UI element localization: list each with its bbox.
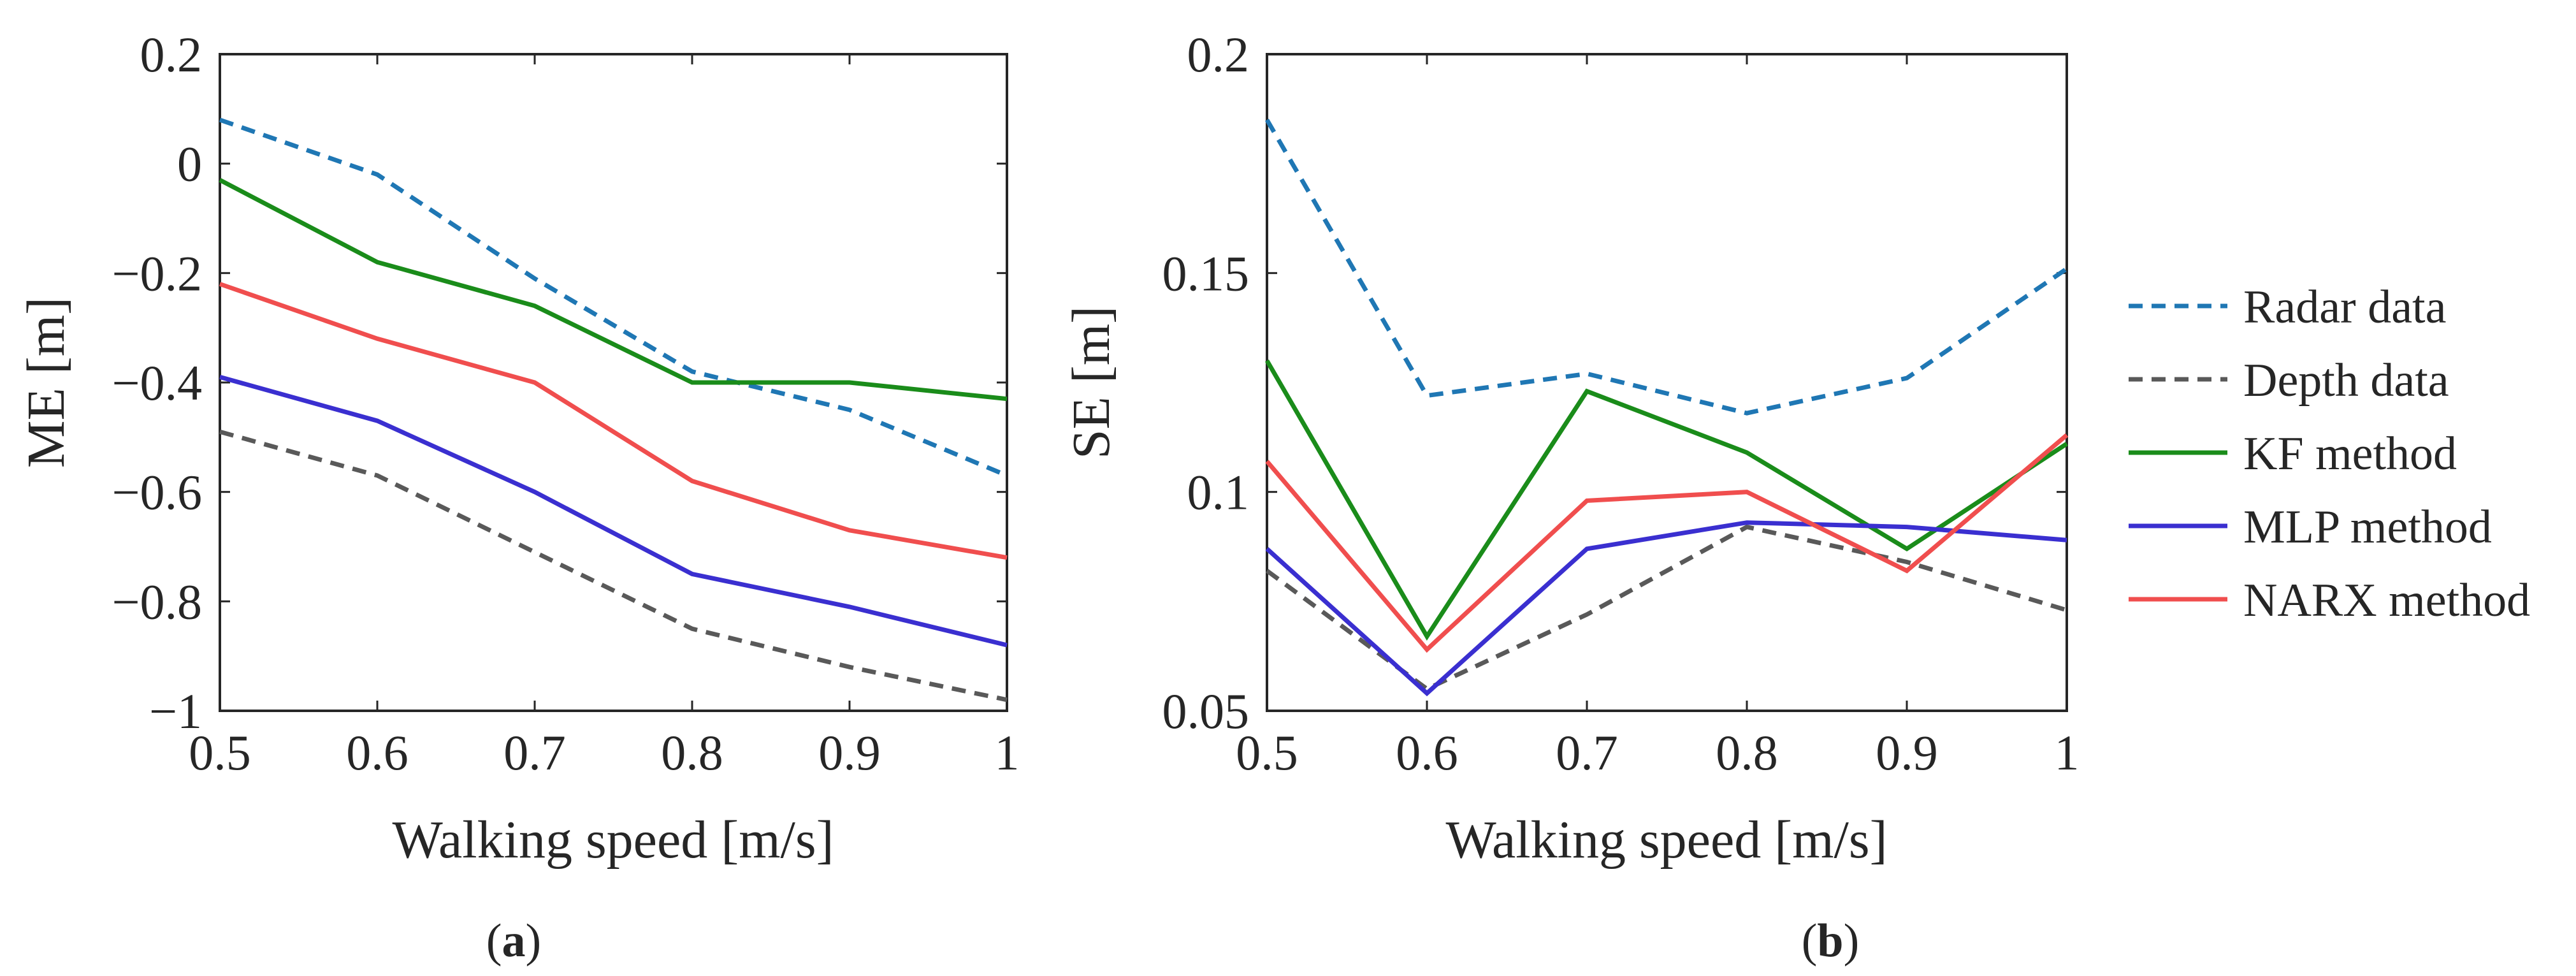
- panel-a-caption: (a): [486, 915, 541, 967]
- panel-b-x-tick-label: 1: [2055, 725, 2080, 780]
- panel-a-y-tick-label: −0.4: [112, 355, 203, 411]
- panel-b-axes-frame: [1266, 53, 2068, 712]
- panel-b-x-tick-label: 0.9: [1876, 725, 1938, 780]
- panel-a-chart: 0.5 0.6 0.7 0.8 0.9 1 −1 −0.8 −0.6 −0.4 −0.2 0 0.2 W…: [17, 27, 1020, 967]
- panel-b-y-tick-label: 0.15: [1162, 245, 1250, 301]
- legend-label-narx-method: NARX method: [2243, 574, 2530, 627]
- panel-a-series-kf-method: [219, 178, 1008, 402]
- panel-a-axes-frame: [219, 53, 1008, 712]
- panel-a-y-tick-label: −0.8: [112, 574, 203, 629]
- panel-b-x-tick-label: 0.6: [1396, 725, 1458, 780]
- panel-b-x-tick-label: 0.7: [1556, 725, 1618, 780]
- panel-b-y-tick-label: 0.1: [1187, 465, 1250, 520]
- panel-b-caption-open: (: [1802, 915, 1818, 967]
- panel-a-x-tick-label: 0.5: [189, 725, 251, 780]
- panel-b-y-tick-label: 0.2: [1187, 27, 1250, 82]
- panel-a-series-radar-data: [219, 117, 1008, 478]
- panel-b-caption: (b): [1802, 915, 1859, 967]
- panel-a-series-mlp-method: [219, 375, 1008, 648]
- panel-a-series: [219, 117, 1008, 703]
- panel-a-y-tick-label: −0.2: [112, 245, 203, 301]
- panel-b-caption-letter: b: [1817, 915, 1843, 967]
- legend-label-mlp-method: MLP method: [2243, 501, 2492, 553]
- panel-a-caption-close: ): [526, 915, 542, 967]
- legend: Radar data Depth data KF method MLP method N…: [2129, 281, 2530, 627]
- panel-b-series-radar-data: [1264, 119, 2068, 416]
- panel-a-ticks: 0.5 0.6 0.7 0.8 0.9 1 −1 −0.8 −0.6 −0.4 −0.2 0 0.2: [112, 27, 1020, 780]
- panel-b-series-narx-method: [1265, 433, 2069, 653]
- legend-label-kf-method: KF method: [2243, 428, 2457, 480]
- panel-b-caption-close: ): [1844, 915, 1860, 967]
- panel-a-x-tick-label: 0.6: [346, 725, 409, 780]
- panel-a-y-axis-label: ME [m]: [17, 297, 76, 468]
- panel-a-y-tick-label: 0: [177, 136, 202, 192]
- panel-b-x-tick-label: 0.8: [1716, 725, 1778, 780]
- panel-b-series: [1264, 119, 2069, 697]
- panel-a-x-tick-label: 0.9: [818, 725, 881, 780]
- panel-a-y-tick-label: −0.6: [112, 465, 203, 520]
- panel-a-x-tick-label: 0.7: [503, 725, 566, 780]
- panel-b-ticks: 0.5 0.6 0.7 0.8 0.9 1 0.05 0.1 0.15 0.2: [1162, 27, 2080, 780]
- panel-a-y-tick-label: 0.2: [140, 27, 203, 82]
- panel-b-x-tick-label: 0.5: [1236, 725, 1298, 780]
- legend-label-radar-data: Radar data: [2243, 281, 2446, 333]
- panel-b-y-tick-label: 0.05: [1162, 683, 1250, 739]
- panel-b-series-depth-data: [1265, 524, 2068, 692]
- panel-a-x-axis-label: Walking speed [m/s]: [392, 810, 834, 870]
- panel-a-caption-letter: a: [502, 915, 526, 967]
- panel-b-y-axis-label: SE [m]: [1062, 306, 1121, 459]
- legend-label-depth-data: Depth data: [2243, 354, 2449, 407]
- panel-a-caption-open: (: [486, 915, 502, 967]
- panel-a-y-tick-label: −1: [149, 683, 202, 739]
- panel-a-series-narx-method: [219, 282, 1008, 560]
- panel-b-chart: 0.5 0.6 0.7 0.8 0.9 1 0.05 0.1 0.15 0.2 Walking s…: [1062, 27, 2080, 967]
- panel-a-x-tick-label: 0.8: [661, 725, 723, 780]
- panel-b-series-mlp-method: [1265, 520, 2067, 697]
- panel-b-x-axis-label: Walking speed [m/s]: [1445, 810, 1887, 870]
- panel-a-x-tick-label: 1: [995, 725, 1020, 780]
- panel-a-series-depth-data: [219, 429, 1008, 703]
